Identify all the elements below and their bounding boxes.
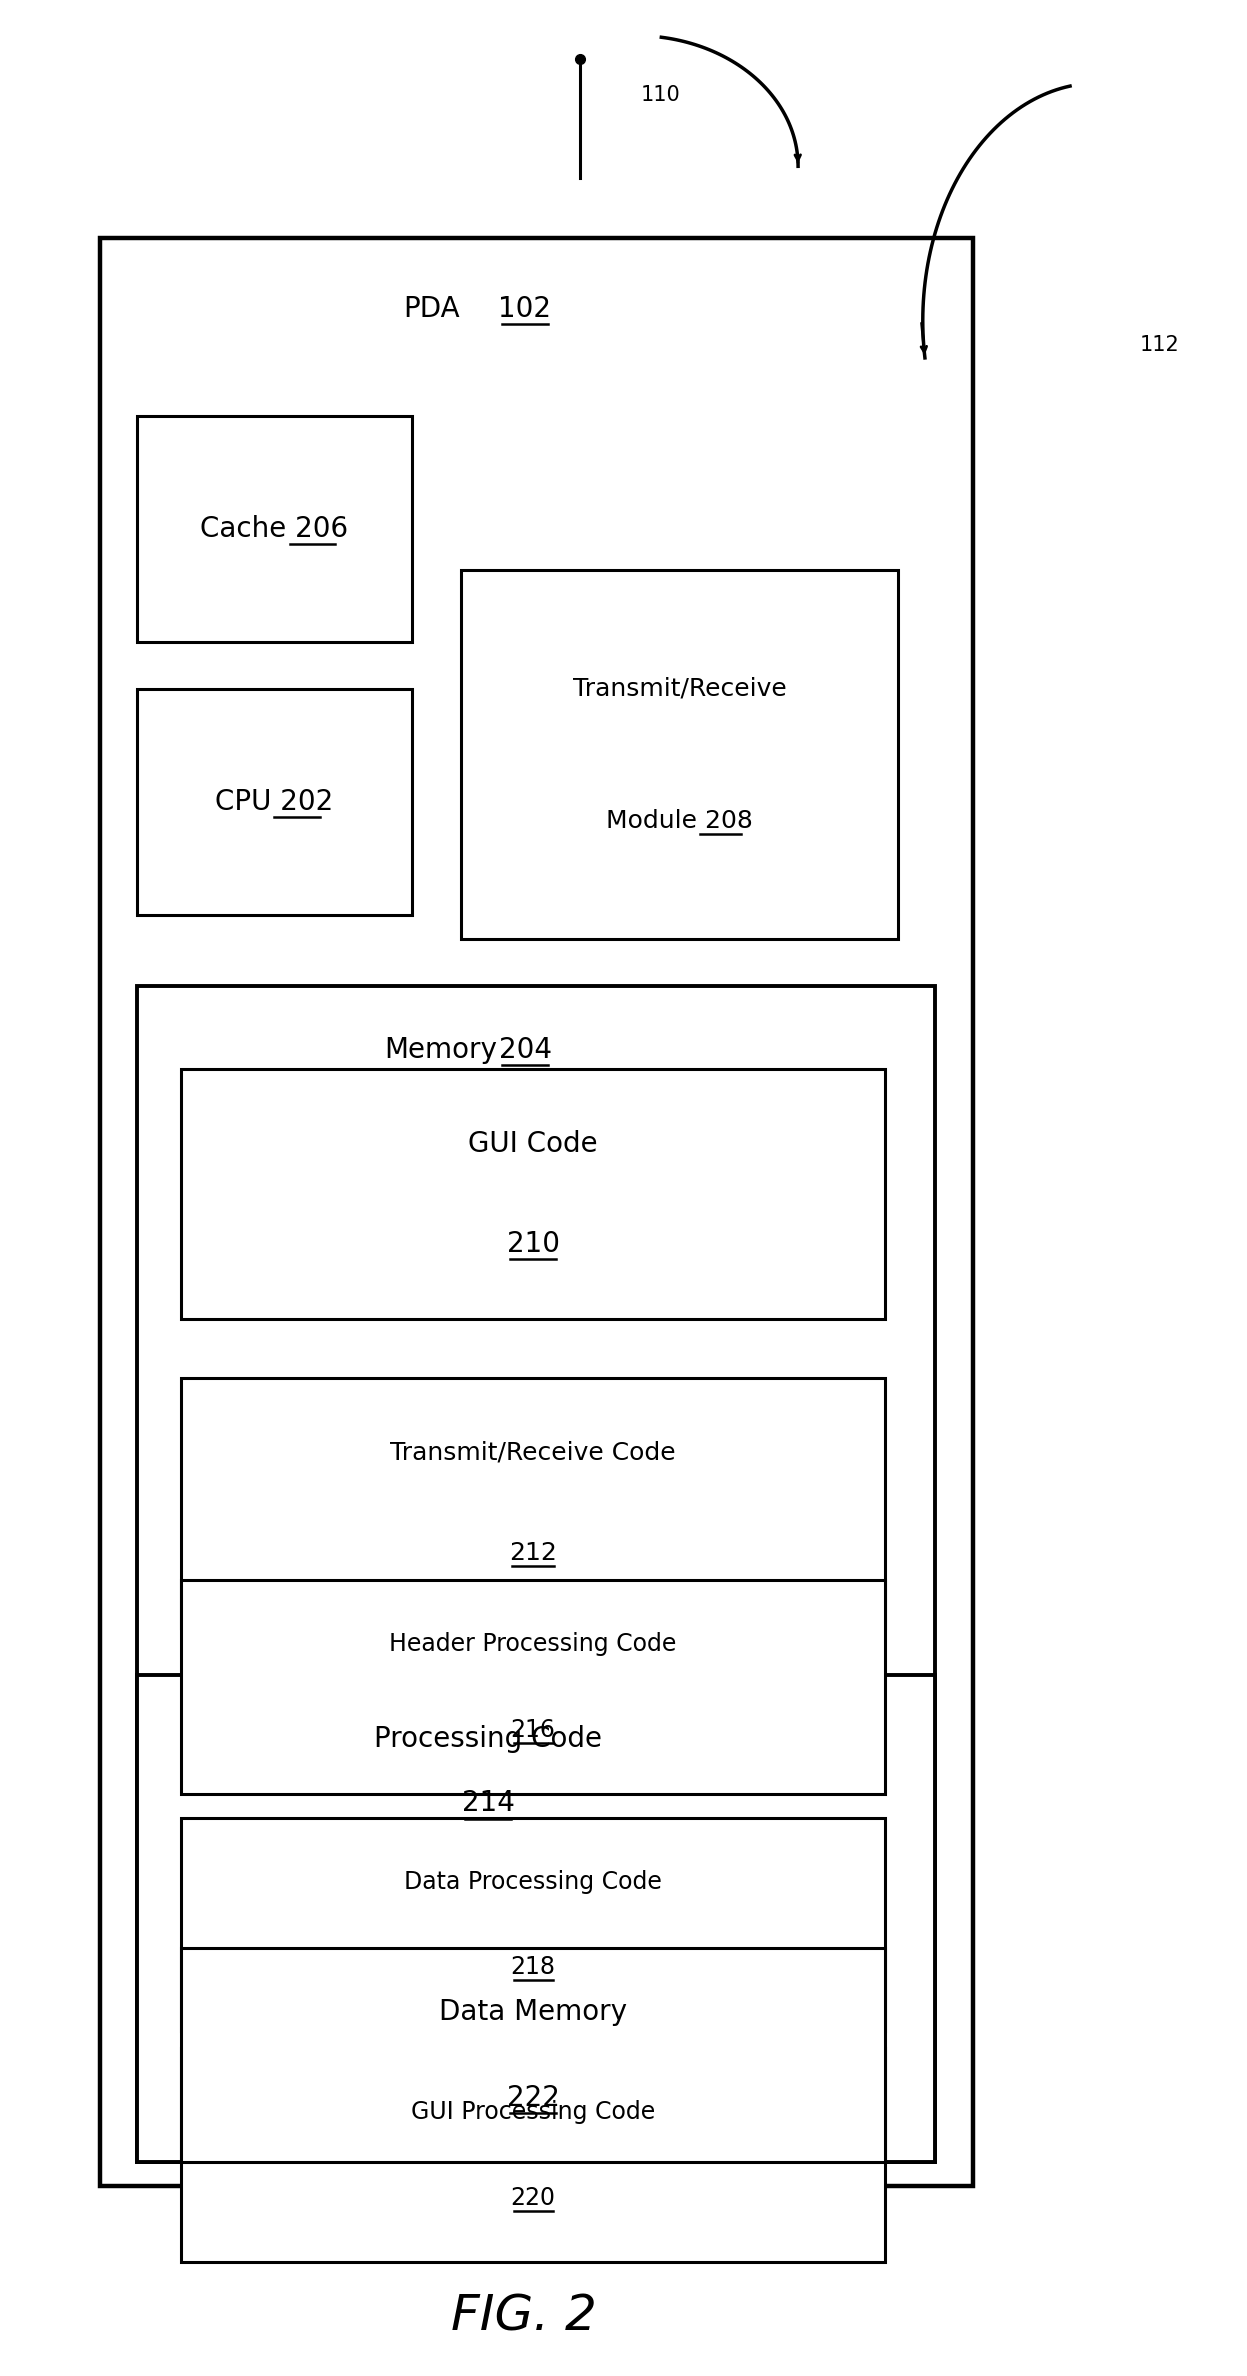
Bar: [137, 416, 412, 642]
Text: 204: 204: [499, 1036, 551, 1064]
Bar: [181, 2048, 885, 2262]
Text: GUI Processing Code: GUI Processing Code: [412, 2100, 655, 2124]
Bar: [137, 986, 935, 2162]
Text: 212: 212: [509, 1540, 557, 1566]
Bar: [100, 238, 973, 2186]
Text: Data Processing Code: Data Processing Code: [404, 1870, 662, 1894]
Bar: [137, 1675, 935, 2162]
Text: 214: 214: [461, 1789, 515, 1818]
Text: PDA: PDA: [403, 295, 460, 323]
Bar: [461, 570, 898, 939]
Text: 222: 222: [506, 2084, 560, 2112]
Bar: [181, 1818, 885, 2031]
Text: 110: 110: [641, 86, 681, 105]
Text: CPU 202: CPU 202: [216, 789, 333, 815]
Text: Processing Code: Processing Code: [374, 1725, 602, 1753]
Text: Header Processing Code: Header Processing Code: [389, 1632, 677, 1656]
Bar: [181, 1069, 885, 1319]
Bar: [181, 1378, 885, 1628]
Text: Transmit/Receive Code: Transmit/Receive Code: [390, 1440, 676, 1466]
Text: 218: 218: [510, 1955, 556, 1979]
Text: 112: 112: [1140, 335, 1180, 354]
Text: FIG. 2: FIG. 2: [451, 2293, 596, 2340]
Text: 220: 220: [510, 2186, 556, 2210]
Text: Transmit/Receive: Transmit/Receive: [572, 677, 787, 701]
Text: Data Memory: Data Memory: [439, 1998, 627, 2027]
Text: Module 208: Module 208: [606, 808, 753, 832]
Bar: [181, 1948, 885, 2162]
Text: 210: 210: [506, 1231, 560, 1257]
Text: Cache 206: Cache 206: [201, 516, 348, 542]
Text: 102: 102: [499, 295, 551, 323]
Bar: [137, 689, 412, 915]
Text: Memory: Memory: [384, 1036, 496, 1064]
Bar: [181, 1580, 885, 1794]
Text: GUI Code: GUI Code: [469, 1131, 597, 1157]
Text: 216: 216: [511, 1718, 555, 1742]
